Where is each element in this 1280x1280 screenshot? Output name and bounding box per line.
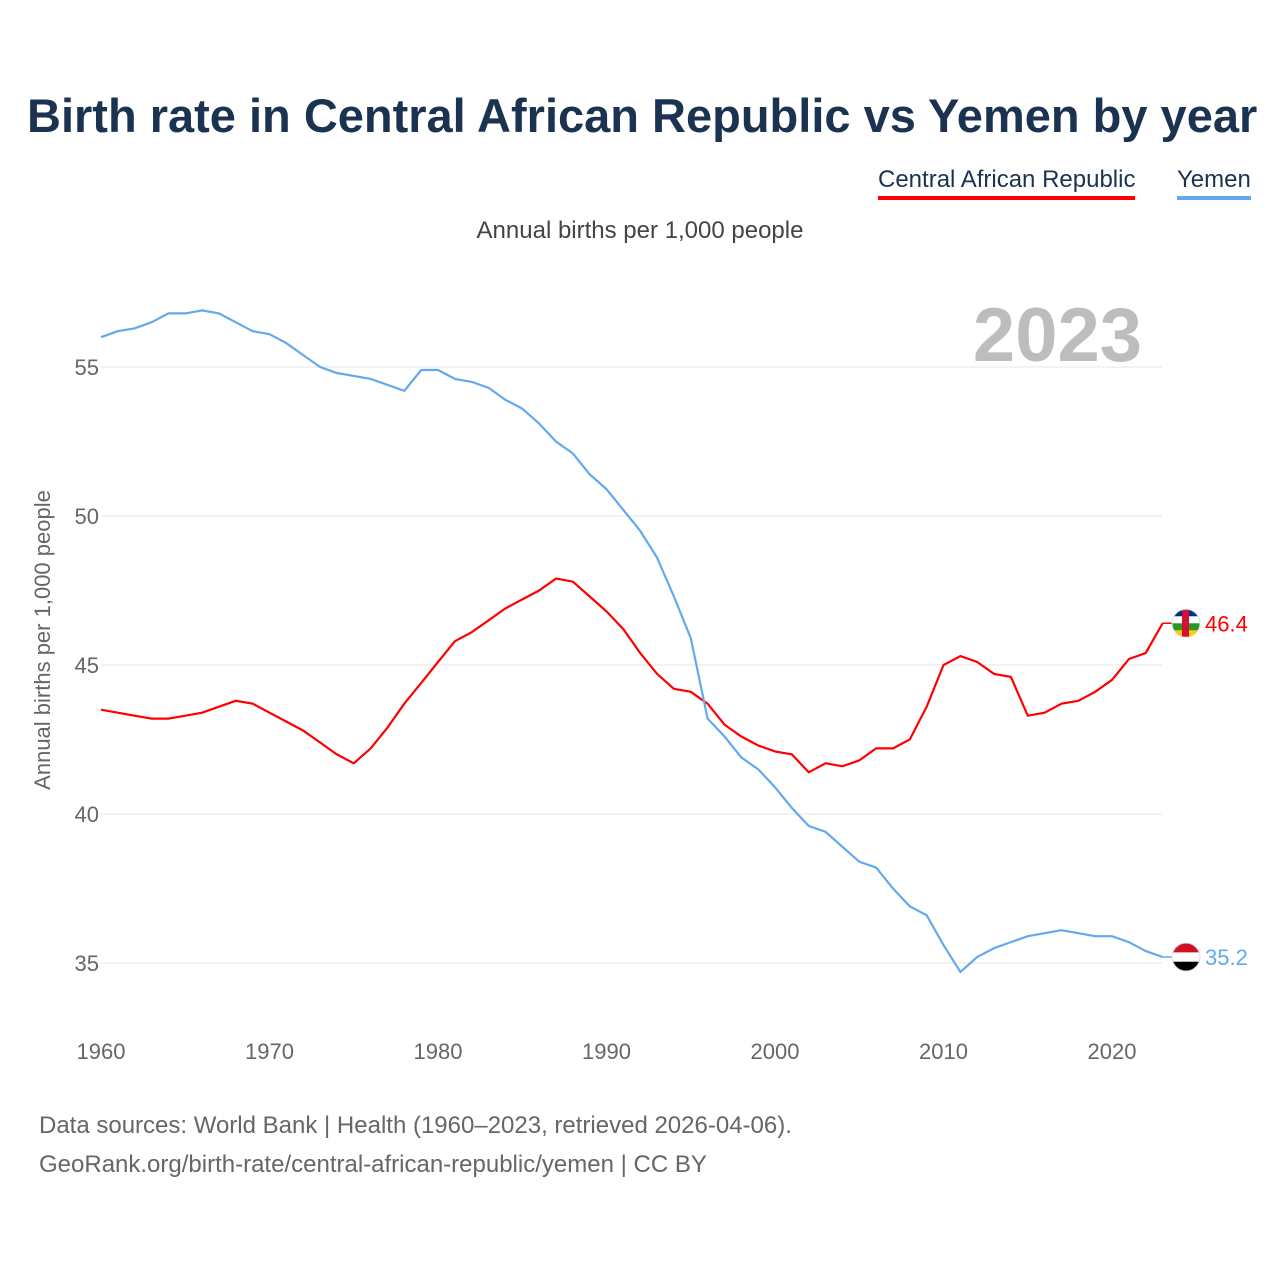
y-tick-label: 50 [75, 504, 99, 529]
y-tick-label: 40 [75, 802, 99, 827]
yemen-flag-icon [1171, 942, 1201, 972]
x-tick-label: 2010 [919, 1039, 968, 1064]
series-line-yemen [100, 309, 1163, 974]
year-label: 2023 [972, 293, 1142, 378]
y-tick-label: 45 [75, 653, 99, 678]
car-flag-icon [1171, 608, 1201, 638]
chart-title: Birth rate in Central African Republic v… [27, 89, 1258, 142]
footer-source: Data sources: World Bank | Health (1960–… [39, 1112, 792, 1139]
x-tick-label: 1990 [582, 1039, 631, 1064]
x-tick-label: 1970 [245, 1039, 294, 1064]
footer-link[interactable]: GeoRank.org/birth-rate/central-african-r… [39, 1151, 707, 1178]
y-tick-label: 35 [75, 951, 99, 976]
end-value-label: 46.4 [1205, 611, 1248, 636]
legend-yemen[interactable]: Yemen [1177, 166, 1251, 200]
x-tick-label: 1980 [414, 1039, 463, 1064]
chart-subtitle: Annual births per 1,000 people [476, 217, 804, 244]
legend-central-african-republic[interactable]: Central African Republic [878, 166, 1136, 200]
x-tick-label: 2020 [1088, 1039, 1137, 1064]
x-tick-label: 2000 [751, 1039, 800, 1064]
y-axis-label: Annual births per 1,000 people [30, 490, 55, 790]
footer: Data sources: World Bank | Health (1960–… [39, 1106, 792, 1184]
series-line-central-african-republic [100, 577, 1164, 774]
x-tick-label: 1960 [77, 1039, 126, 1064]
y-tick-label: 55 [75, 355, 99, 380]
end-value-label: 35.2 [1205, 945, 1248, 970]
